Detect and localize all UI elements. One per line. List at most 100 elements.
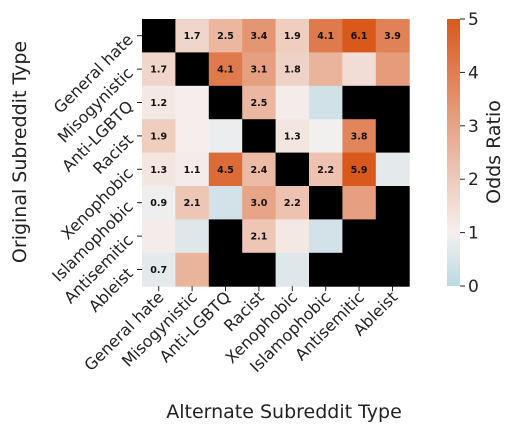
heatmap-cell <box>175 52 210 87</box>
heatmap-cell <box>275 52 310 87</box>
cell-value-label: 2.2 <box>317 165 334 176</box>
heatmap-cell <box>375 186 410 220</box>
heatmap-cell <box>342 52 377 87</box>
heatmap-cell <box>275 85 310 120</box>
heatmap-cell <box>242 252 277 287</box>
heatmap-cell <box>175 19 210 53</box>
x-axis-ticks: General hateMisogynisticAnti-LGBTQRacist… <box>80 286 401 376</box>
heatmap-cell <box>342 19 377 53</box>
heatmap-cell <box>208 119 243 154</box>
heatmap-cell <box>242 52 277 87</box>
heatmap-cell <box>242 85 277 120</box>
heatmap-cell <box>375 119 410 154</box>
heatmap-cell <box>309 85 343 120</box>
cell-value-label: 4.1 <box>317 31 334 42</box>
cell-value-label: 3.8 <box>351 131 368 142</box>
heatmap-cell <box>242 219 277 254</box>
x-axis-label: Alternate Subreddit Type <box>166 401 402 423</box>
heatmap-cell <box>142 219 176 254</box>
heatmap-cell <box>275 119 310 154</box>
heatmap-cell <box>275 186 310 220</box>
cell-value-label: 0.9 <box>150 198 167 209</box>
colorbar <box>447 19 460 286</box>
heatmap-cell <box>275 152 310 187</box>
colorbar-tick-label: 0 <box>468 277 479 297</box>
heatmap-cell <box>342 186 377 220</box>
heatmap-cell <box>142 252 176 287</box>
cell-value-label: 4.5 <box>217 165 234 176</box>
cell-value-label: 1.1 <box>184 165 201 176</box>
cell-value-label: 2.5 <box>250 98 267 109</box>
cell-value-label: 1.9 <box>284 31 301 42</box>
heatmap-cell <box>342 152 377 187</box>
colorbar-tick-label: 4 <box>468 63 479 83</box>
heatmap-cell <box>142 152 176 187</box>
heatmap-cell <box>309 152 343 187</box>
heatmap-cell <box>309 186 343 220</box>
cell-value-label: 1.3 <box>284 131 301 142</box>
heatmap-cell <box>275 252 310 287</box>
y-axis-ticks: General hateMisogynisticAnti-LGBTQRacist… <box>48 30 142 316</box>
heatmap-cell <box>208 19 243 53</box>
heatmap-cell <box>309 119 343 154</box>
heatmap-cell <box>342 85 377 120</box>
heatmap-cell <box>242 119 277 154</box>
heatmap-cell <box>275 19 310 53</box>
heatmap-cell <box>175 85 210 120</box>
colorbar-label: Odds Ratio <box>483 100 505 204</box>
heatmap-cell <box>375 85 410 120</box>
heatmap-cell <box>342 119 377 154</box>
heatmap-cells: 1.7 2.5 3.4 1.9 4.1 6.1 3.9 1.7 4.1 3.1 1.8 1.2 2.5 1… <box>142 19 410 287</box>
cell-value-label: 1.7 <box>184 31 201 42</box>
cell-value-label: 1.8 <box>284 65 301 76</box>
heatmap-cell <box>342 252 377 287</box>
heatmap-cell <box>309 19 343 53</box>
heatmap-cell <box>208 186 243 220</box>
heatmap-cell <box>309 52 343 87</box>
heatmap-cell <box>142 186 176 220</box>
cell-value-label: 1.7 <box>150 65 167 76</box>
heatmap-cell <box>175 152 210 187</box>
cell-value-label: 1.2 <box>150 98 167 109</box>
heatmap-cell <box>342 219 377 254</box>
heatmap-cell <box>175 119 210 154</box>
heatmap-cell <box>208 219 243 254</box>
heatmap-cell <box>242 152 277 187</box>
heatmap-cell <box>208 85 243 120</box>
heatmap-cell <box>142 52 176 87</box>
heatmap-cell <box>375 219 410 254</box>
cell-value-label: 3.1 <box>250 65 267 76</box>
cell-value-label: 0.7 <box>150 265 167 276</box>
cell-value-label: 1.9 <box>150 131 167 142</box>
colorbar-ticks: 0 1 2 3 4 5 <box>460 10 479 297</box>
heatmap-cell <box>375 152 410 187</box>
cell-value-label: 4.1 <box>217 65 234 76</box>
heatmap-cell <box>175 219 210 254</box>
heatmap-cell <box>375 252 410 287</box>
colorbar-tick-label: 5 <box>468 10 479 30</box>
cell-value-label: 3.0 <box>250 198 267 209</box>
heatmap-cell <box>142 19 176 53</box>
cell-value-label: 2.2 <box>284 198 301 209</box>
cell-value-label: 2.1 <box>184 198 201 209</box>
heatmap-cell <box>142 119 176 154</box>
y-axis-label: Original Subreddit Type <box>9 41 31 263</box>
heatmap-cell <box>309 252 343 287</box>
cell-value-label: 3.4 <box>250 31 267 42</box>
cell-value-label: 2.1 <box>250 232 267 243</box>
heatmap-cell <box>309 219 343 254</box>
colorbar-tick-label: 2 <box>468 170 479 190</box>
heatmap-cell <box>175 252 210 287</box>
heatmap-cell <box>275 219 310 254</box>
cell-value-label: 6.1 <box>351 31 368 42</box>
cell-value-label: 5.9 <box>351 165 368 176</box>
cell-value-label: 1.3 <box>150 165 167 176</box>
cell-value-label: 2.4 <box>250 165 267 176</box>
heatmap-cell <box>375 52 410 87</box>
heatmap-cell <box>142 85 176 120</box>
heatmap-cell <box>208 52 243 87</box>
heatmap-cell <box>208 252 243 287</box>
heatmap-cell <box>208 152 243 187</box>
heatmap-cell <box>175 186 210 220</box>
